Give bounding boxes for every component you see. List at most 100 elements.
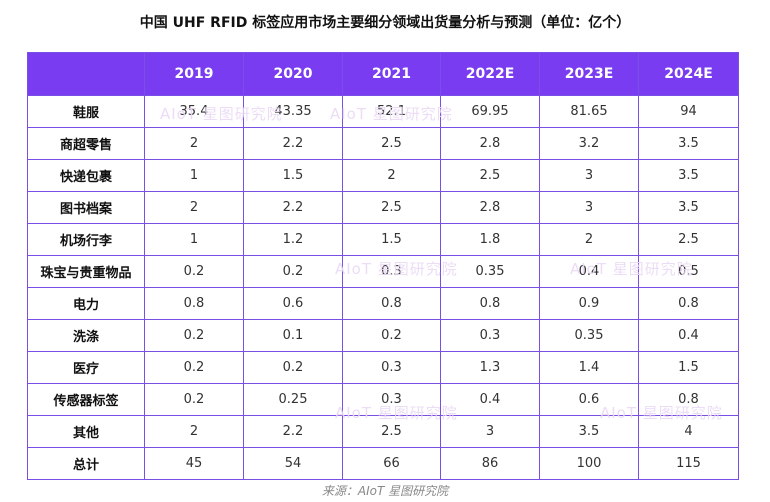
- value-cell: 66: [342, 447, 441, 480]
- table-row: 机场行李 1 1.2 1.5 1.8 2 2.5: [27, 223, 739, 256]
- table-body: 鞋服 35.4 43.35 52.1 69.95 81.65 94 商超零售 2 2.2 2.5 2.…: [27, 95, 739, 480]
- source-note: 来源：AIoT 星图研究院: [321, 484, 449, 498]
- value-cell: 3: [440, 415, 540, 448]
- header-cell: 2023E: [539, 52, 639, 96]
- header-cell: 2019: [144, 52, 244, 96]
- value-cell: 2.5: [342, 127, 441, 160]
- value-cell: 2: [144, 415, 244, 448]
- value-cell: 2.5: [342, 191, 441, 224]
- value-cell: 0.8: [638, 287, 739, 320]
- value-cell: 2: [539, 223, 639, 256]
- value-cell: 0.2: [243, 255, 343, 288]
- table-row: 图书档案 2 2.2 2.5 2.8 3 3.5: [27, 191, 739, 224]
- table-row: 商超零售 2 2.2 2.5 2.8 3.2 3.5: [27, 127, 739, 160]
- row-label: 珠宝与贵重物品: [27, 255, 145, 288]
- chart-title: 中国 UHF RFID 标签应用市场主要细分领域出货量分析与预测（单位：亿个）: [139, 15, 631, 31]
- value-cell: 0.3: [342, 383, 441, 416]
- value-cell: 2.5: [342, 415, 441, 448]
- table-row: 总计 45 54 66 86 100 115: [27, 447, 739, 480]
- table-row: 鞋服 35.4 43.35 52.1 69.95 81.65 94: [27, 95, 739, 128]
- value-cell: 1.8: [440, 223, 540, 256]
- value-cell: 0.2: [144, 383, 244, 416]
- value-cell: 115: [638, 447, 739, 480]
- value-cell: 2.2: [243, 415, 343, 448]
- data-table: 2019 2020 2021 2022E 2023E 2024E 鞋服 35.4 4…: [27, 52, 739, 480]
- value-cell: 0.8: [440, 287, 540, 320]
- value-cell: 3.5: [539, 415, 639, 448]
- table-row: 电力 0.8 0.6 0.8 0.8 0.9 0.8: [27, 287, 739, 320]
- value-cell: 100: [539, 447, 639, 480]
- value-cell: 1.4: [539, 351, 639, 384]
- value-cell: 3: [539, 191, 639, 224]
- value-cell: 0.4: [638, 319, 739, 352]
- value-cell: 4: [638, 415, 739, 448]
- value-cell: 0.2: [144, 351, 244, 384]
- value-cell: 86: [440, 447, 540, 480]
- value-cell: 0.6: [243, 287, 343, 320]
- value-cell: 1: [144, 223, 244, 256]
- value-cell: 1.5: [638, 351, 739, 384]
- table-row: 洗涤 0.2 0.1 0.2 0.3 0.35 0.4: [27, 319, 739, 352]
- row-label: 传感器标签: [27, 383, 145, 416]
- value-cell: 3.5: [638, 159, 739, 192]
- value-cell: 0.2: [144, 255, 244, 288]
- value-cell: 1.5: [243, 159, 343, 192]
- value-cell: 2: [144, 127, 244, 160]
- row-label: 图书档案: [27, 191, 145, 224]
- value-cell: 0.2: [243, 351, 343, 384]
- value-cell: 52.1: [342, 95, 441, 128]
- table-row: 医疗 0.2 0.2 0.3 1.3 1.4 1.5: [27, 351, 739, 384]
- row-label: 总计: [27, 447, 145, 480]
- value-cell: 69.95: [440, 95, 540, 128]
- header-cell: 2020: [243, 52, 343, 96]
- value-cell: 0.3: [440, 319, 540, 352]
- value-cell: 2.5: [638, 223, 739, 256]
- value-cell: 0.1: [243, 319, 343, 352]
- row-label: 快递包裹: [27, 159, 145, 192]
- value-cell: 2.2: [243, 191, 343, 224]
- value-cell: 2.2: [243, 127, 343, 160]
- row-label: 医疗: [27, 351, 145, 384]
- value-cell: 0.3: [342, 255, 441, 288]
- table-row: 传感器标签 0.2 0.25 0.3 0.4 0.6 0.8: [27, 383, 739, 416]
- value-cell: 0.6: [539, 383, 639, 416]
- value-cell: 3: [539, 159, 639, 192]
- value-cell: 0.4: [539, 255, 639, 288]
- value-cell: 1.3: [440, 351, 540, 384]
- row-label: 其他: [27, 415, 145, 448]
- value-cell: 2.8: [440, 191, 540, 224]
- value-cell: 1: [144, 159, 244, 192]
- value-cell: 0.25: [243, 383, 343, 416]
- value-cell: 35.4: [144, 95, 244, 128]
- table-row: 其他 2 2.2 2.5 3 3.5 4: [27, 415, 739, 448]
- value-cell: 0.4: [440, 383, 540, 416]
- header-row: 2019 2020 2021 2022E 2023E 2024E: [27, 52, 739, 96]
- value-cell: 0.3: [342, 351, 441, 384]
- value-cell: 0.2: [342, 319, 441, 352]
- header-cell: 2024E: [638, 52, 739, 96]
- row-label: 商超零售: [27, 127, 145, 160]
- row-label: 鞋服: [27, 95, 145, 128]
- table-row: 珠宝与贵重物品 0.2 0.2 0.3 0.35 0.4 0.5: [27, 255, 739, 288]
- value-cell: 0.8: [144, 287, 244, 320]
- value-cell: 1.2: [243, 223, 343, 256]
- header-corner-cell: [27, 52, 145, 96]
- value-cell: 2.5: [440, 159, 540, 192]
- header-cell: 2022E: [440, 52, 540, 96]
- row-label: 机场行李: [27, 223, 145, 256]
- value-cell: 2: [342, 159, 441, 192]
- value-cell: 3.5: [638, 191, 739, 224]
- value-cell: 45: [144, 447, 244, 480]
- value-cell: 0.8: [638, 383, 739, 416]
- value-cell: 0.5: [638, 255, 739, 288]
- table-row: 快递包裹 1 1.5 2 2.5 3 3.5: [27, 159, 739, 192]
- value-cell: 2.8: [440, 127, 540, 160]
- value-cell: 3.5: [638, 127, 739, 160]
- value-cell: 81.65: [539, 95, 639, 128]
- value-cell: 0.8: [342, 287, 441, 320]
- value-cell: 43.35: [243, 95, 343, 128]
- row-label: 电力: [27, 287, 145, 320]
- value-cell: 54: [243, 447, 343, 480]
- row-label: 洗涤: [27, 319, 145, 352]
- header-cell: 2021: [342, 52, 441, 96]
